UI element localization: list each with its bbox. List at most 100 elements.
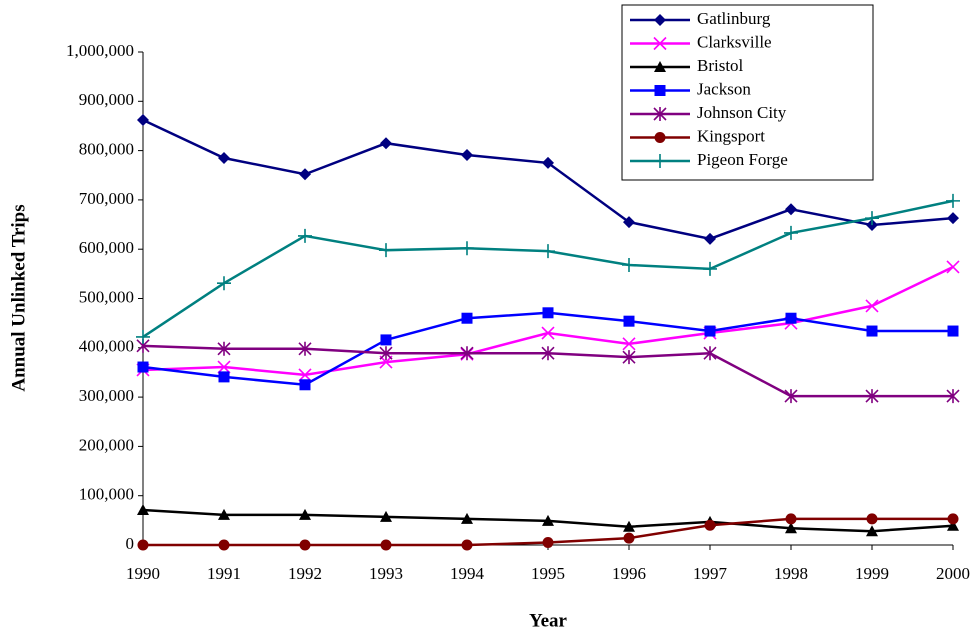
marker	[298, 341, 312, 356]
y-tick-label: 900,000	[79, 90, 134, 109]
marker	[299, 379, 311, 391]
x-axis-label: Year	[529, 610, 568, 631]
marker	[461, 312, 473, 324]
marker	[784, 225, 798, 240]
marker	[946, 260, 960, 274]
marker	[137, 503, 149, 515]
marker	[460, 241, 474, 256]
y-tick-label: 500,000	[79, 287, 134, 306]
marker	[623, 520, 635, 532]
y-tick-label: 600,000	[79, 238, 134, 257]
marker	[947, 513, 959, 525]
marker	[623, 532, 635, 544]
y-axis-label: Annual Unlinked Trips	[8, 204, 29, 391]
marker	[461, 149, 473, 162]
legend-marker	[654, 61, 666, 72]
marker	[380, 137, 392, 150]
x-tick-label: 1990	[126, 564, 160, 583]
y-tick-label: 200,000	[79, 435, 134, 454]
legend-label: Kingsport	[697, 126, 765, 145]
marker	[703, 346, 717, 361]
marker	[542, 537, 554, 549]
x-tick-label: 1999	[855, 564, 889, 583]
y-tick-label: 0	[126, 534, 135, 553]
marker	[380, 510, 392, 522]
marker	[218, 371, 230, 383]
marker	[866, 513, 878, 525]
x-tick-label: 1997	[693, 564, 728, 583]
marker	[299, 168, 311, 181]
marker	[218, 151, 230, 164]
marker	[541, 326, 555, 340]
marker	[865, 299, 879, 313]
marker	[461, 539, 473, 551]
x-tick-label: 1991	[207, 564, 241, 583]
marker	[622, 257, 636, 272]
marker	[217, 360, 231, 374]
marker	[622, 337, 636, 351]
marker	[542, 156, 554, 169]
marker	[865, 389, 879, 404]
marker	[622, 350, 636, 365]
marker	[299, 508, 311, 520]
x-tick-label: 2000	[936, 564, 970, 583]
marker	[542, 514, 554, 526]
marker	[137, 539, 149, 551]
legend-marker	[653, 154, 667, 168]
marker	[947, 212, 959, 225]
marker	[623, 216, 635, 229]
x-tick-label: 1996	[612, 564, 646, 583]
marker	[137, 361, 149, 373]
y-tick-label: 700,000	[79, 189, 134, 208]
y-tick-label: 800,000	[79, 140, 134, 159]
marker	[380, 334, 392, 346]
marker	[785, 312, 797, 324]
marker	[704, 232, 716, 245]
x-tick-label: 1992	[288, 564, 322, 583]
y-tick-label: 1,000,000	[66, 41, 134, 60]
legend-label: Bristol	[697, 56, 744, 75]
legend-marker	[654, 14, 666, 26]
legend-marker	[654, 132, 666, 143]
y-tick-label: 400,000	[79, 337, 134, 356]
marker	[784, 389, 798, 404]
marker	[785, 203, 797, 216]
marker	[704, 325, 716, 337]
marker	[703, 261, 717, 276]
marker	[946, 389, 960, 404]
legend-label: Johnson City	[697, 103, 787, 122]
x-tick-label: 1998	[774, 564, 808, 583]
marker	[541, 244, 555, 259]
marker	[136, 329, 150, 344]
marker	[217, 341, 231, 356]
marker	[623, 315, 635, 327]
legend-marker	[654, 85, 666, 96]
marker	[218, 539, 230, 551]
y-tick-label: 100,000	[79, 485, 134, 504]
legend-marker	[653, 107, 667, 121]
marker	[542, 307, 554, 319]
marker	[218, 508, 230, 520]
legend-label: Clarksville	[697, 32, 772, 51]
x-tick-label: 1994	[450, 564, 485, 583]
x-tick-label: 1993	[369, 564, 403, 583]
marker	[461, 512, 473, 524]
marker	[704, 519, 716, 531]
marker	[866, 325, 878, 337]
marker	[541, 346, 555, 361]
marker	[379, 346, 393, 361]
x-tick-label: 1995	[531, 564, 565, 583]
legend-label: Jackson	[697, 79, 751, 98]
marker	[299, 539, 311, 551]
marker	[947, 325, 959, 337]
marker	[947, 519, 959, 531]
legend-label: Pigeon Forge	[697, 150, 788, 169]
marker	[460, 346, 474, 361]
legend-label: Gatlinburg	[697, 9, 771, 28]
marker	[866, 525, 878, 537]
marker	[380, 539, 392, 551]
marker	[298, 368, 312, 382]
marker	[785, 522, 797, 534]
marker	[379, 243, 393, 258]
